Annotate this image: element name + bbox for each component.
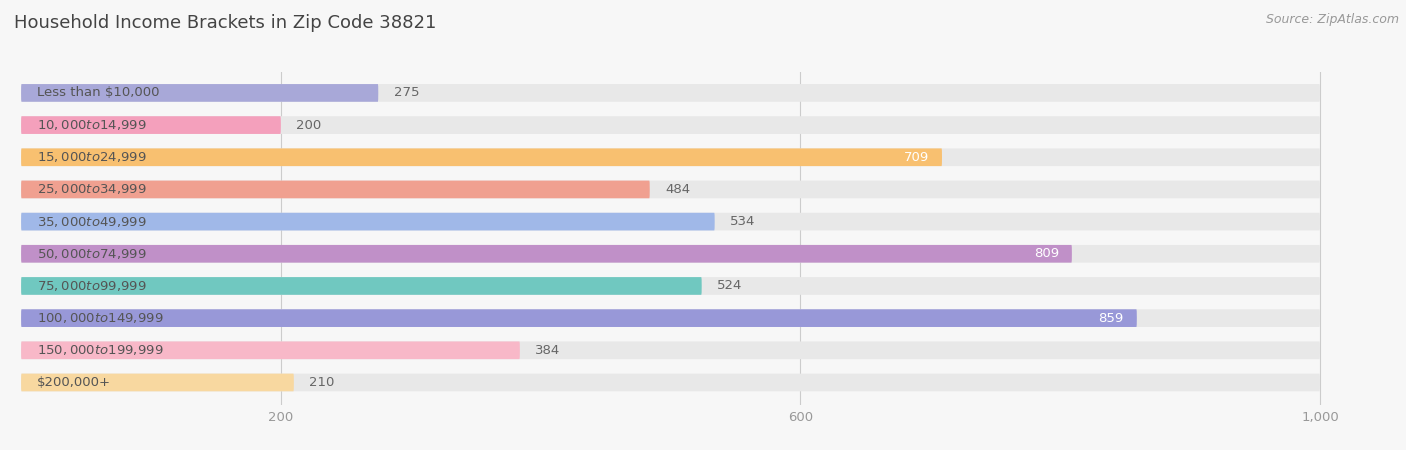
Text: $200,000+: $200,000+	[37, 376, 111, 389]
FancyBboxPatch shape	[21, 309, 1320, 327]
Text: $150,000 to $199,999: $150,000 to $199,999	[37, 343, 163, 357]
Text: $15,000 to $24,999: $15,000 to $24,999	[37, 150, 146, 164]
FancyBboxPatch shape	[21, 148, 1320, 166]
Text: 275: 275	[394, 86, 419, 99]
FancyBboxPatch shape	[21, 342, 520, 359]
FancyBboxPatch shape	[21, 213, 714, 230]
Text: Less than $10,000: Less than $10,000	[37, 86, 159, 99]
FancyBboxPatch shape	[21, 213, 1320, 230]
FancyBboxPatch shape	[21, 84, 378, 102]
Text: 484: 484	[665, 183, 690, 196]
Text: $50,000 to $74,999: $50,000 to $74,999	[37, 247, 146, 261]
Text: 534: 534	[730, 215, 755, 228]
FancyBboxPatch shape	[21, 277, 702, 295]
Text: Source: ZipAtlas.com: Source: ZipAtlas.com	[1265, 14, 1399, 27]
Text: 859: 859	[1098, 312, 1123, 324]
FancyBboxPatch shape	[21, 180, 1320, 198]
Text: $25,000 to $34,999: $25,000 to $34,999	[37, 182, 146, 197]
FancyBboxPatch shape	[21, 309, 1137, 327]
Text: $75,000 to $99,999: $75,000 to $99,999	[37, 279, 146, 293]
FancyBboxPatch shape	[21, 84, 1320, 102]
Text: 200: 200	[297, 119, 322, 131]
Text: Household Income Brackets in Zip Code 38821: Household Income Brackets in Zip Code 38…	[14, 14, 436, 32]
Text: 524: 524	[717, 279, 742, 292]
FancyBboxPatch shape	[21, 116, 1320, 134]
FancyBboxPatch shape	[21, 116, 281, 134]
Text: $35,000 to $49,999: $35,000 to $49,999	[37, 215, 146, 229]
FancyBboxPatch shape	[21, 374, 1320, 392]
FancyBboxPatch shape	[21, 245, 1320, 263]
FancyBboxPatch shape	[21, 277, 1320, 295]
Text: 384: 384	[536, 344, 561, 357]
FancyBboxPatch shape	[21, 245, 1071, 263]
FancyBboxPatch shape	[21, 374, 294, 392]
Text: 709: 709	[904, 151, 929, 164]
Text: $100,000 to $149,999: $100,000 to $149,999	[37, 311, 163, 325]
FancyBboxPatch shape	[21, 180, 650, 198]
FancyBboxPatch shape	[21, 148, 942, 166]
Text: 210: 210	[309, 376, 335, 389]
Text: 809: 809	[1033, 248, 1059, 260]
Text: $10,000 to $14,999: $10,000 to $14,999	[37, 118, 146, 132]
FancyBboxPatch shape	[21, 342, 1320, 359]
